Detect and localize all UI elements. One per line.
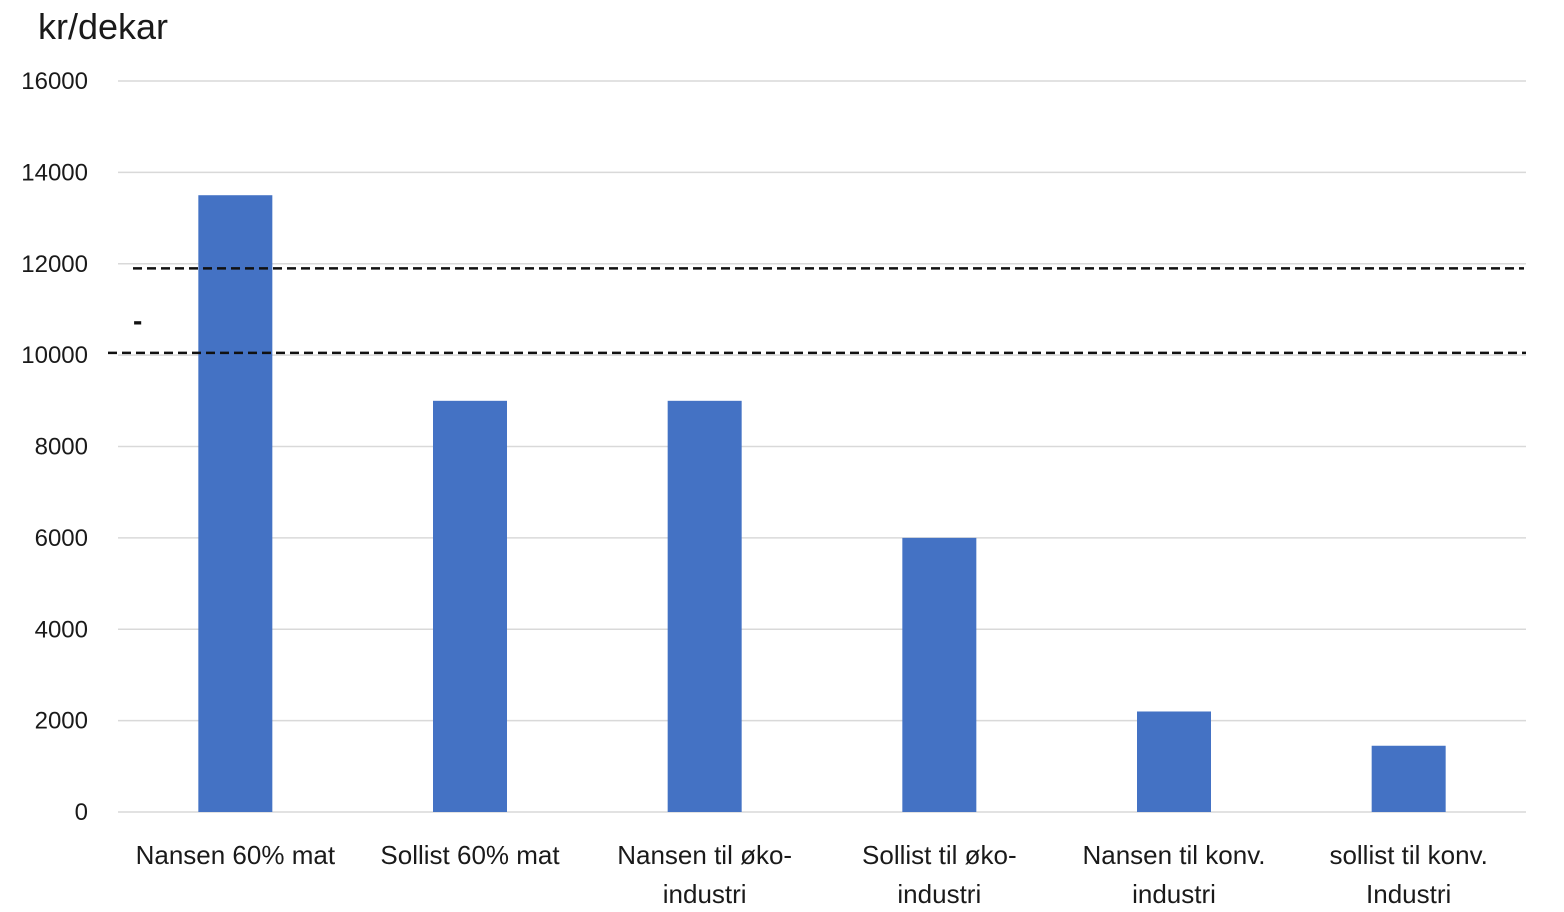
x-tick-label: Nansen til konv. industri (1082, 840, 1265, 909)
y-tick-label: 14000 (21, 159, 88, 186)
y-tick-label: 4000 (35, 616, 88, 643)
x-tick-label: Sollist til øko-industri (862, 840, 1017, 909)
x-tick-label: Sollist 60% mat (380, 840, 560, 870)
y-tick-label: 6000 (35, 525, 88, 552)
bar (667, 400, 742, 812)
x-tick-label: Nansen til øko-industri (617, 840, 792, 909)
y-tick-label: 12000 (21, 251, 88, 278)
y-axis-label: kr/dekar (38, 6, 169, 47)
bar (1371, 745, 1446, 812)
y-tick-label: 10000 (21, 342, 88, 369)
bar (1137, 711, 1211, 812)
bar (433, 400, 507, 812)
annotation-dash: - (133, 305, 142, 336)
bar (198, 195, 273, 812)
bar (902, 537, 977, 812)
x-tick-label: sollist til konv. Industri (1329, 840, 1487, 909)
x-tick-label: Nansen 60% mat (136, 840, 336, 870)
y-tick-label: 2000 (35, 708, 88, 735)
y-tick-label: 16000 (21, 68, 88, 95)
y-tick-label: 8000 (35, 434, 88, 461)
y-tick-label: 0 (75, 799, 88, 826)
